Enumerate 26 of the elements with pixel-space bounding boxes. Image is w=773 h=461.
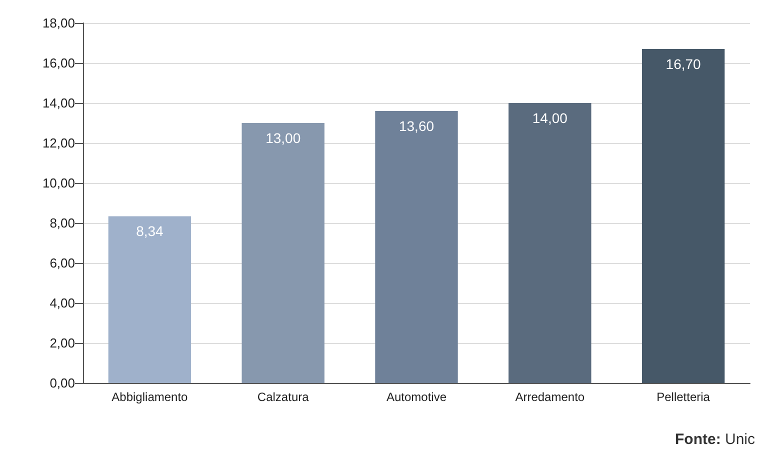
x-tick-label: Pelletteria — [656, 390, 710, 404]
y-tick-label: 6,00 — [50, 256, 75, 270]
source-note: Fonte: Unic — [675, 431, 756, 448]
x-tick-label: Calzatura — [257, 390, 310, 404]
y-tick-label: 8,00 — [50, 216, 75, 230]
y-tick-label: 16,00 — [42, 56, 75, 70]
x-tick-label: Automotive — [386, 390, 447, 404]
y-tick-label: 18,00 — [42, 16, 75, 30]
y-tick-label: 14,00 — [42, 96, 75, 110]
y-tick-label: 2,00 — [50, 336, 75, 350]
bar — [508, 103, 592, 383]
y-tick-label: 12,00 — [42, 136, 75, 150]
y-tick-label: 4,00 — [50, 296, 75, 310]
data-label: 8,34 — [136, 223, 164, 240]
y-tick-label: 0,00 — [50, 376, 75, 390]
data-label: 13,60 — [398, 118, 434, 134]
y-tick-label: 10,00 — [42, 176, 75, 190]
bar — [642, 49, 725, 383]
data-label: 13,00 — [266, 130, 301, 146]
bar — [108, 216, 192, 383]
bar — [242, 123, 324, 383]
data-label: 14,00 — [532, 110, 568, 126]
data-label: 16,70 — [666, 56, 702, 72]
x-tick-label: Abbigliamento — [112, 390, 188, 404]
bar — [375, 111, 458, 383]
x-tick-label: Arredamento — [515, 390, 585, 404]
